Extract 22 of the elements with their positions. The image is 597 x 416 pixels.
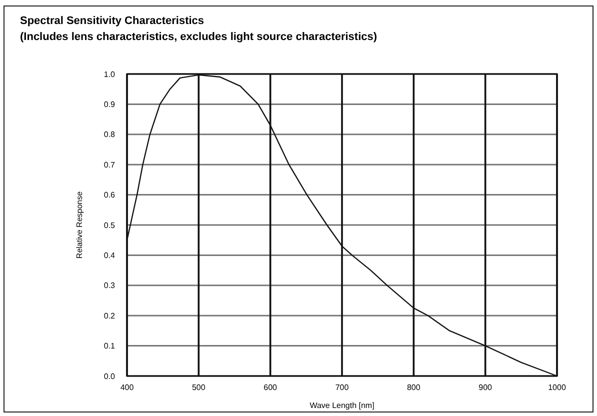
y-tick-label: 0.5 xyxy=(104,220,116,230)
x-tick-label: 600 xyxy=(264,383,278,392)
x-tick-label: 1000 xyxy=(548,383,566,392)
chart-subtitle: (Includes lens characteristics, excludes light source characteristics) xyxy=(20,31,378,43)
x-tick-label: 700 xyxy=(335,383,350,392)
y-tick-label: 0.3 xyxy=(104,281,116,290)
y-tick-label: 0.9 xyxy=(104,100,116,109)
y-tick-label: 0.2 xyxy=(104,311,116,320)
x-tick-label: 800 xyxy=(406,383,421,392)
chart-title: Spectral Sensitivity Characteristics xyxy=(20,15,204,27)
x-tick-label: 500 xyxy=(192,383,206,392)
y-tick-label: 0.8 xyxy=(104,130,116,140)
x-tick-label: 900 xyxy=(478,383,493,392)
y-tick-label: 0.6 xyxy=(104,190,116,200)
y-tick-label: 0.0 xyxy=(104,372,116,381)
y-tick-label: 0.7 xyxy=(104,160,116,170)
x-axis-title: Wave Length [nm] xyxy=(310,401,374,410)
y-tick-label: 1.0 xyxy=(104,70,116,79)
y-axis-title: Relative Response xyxy=(75,190,84,259)
y-tick-label: 0.4 xyxy=(104,251,116,260)
x-tick-label: 400 xyxy=(120,383,134,392)
y-tick-label: 0.1 xyxy=(104,342,116,351)
